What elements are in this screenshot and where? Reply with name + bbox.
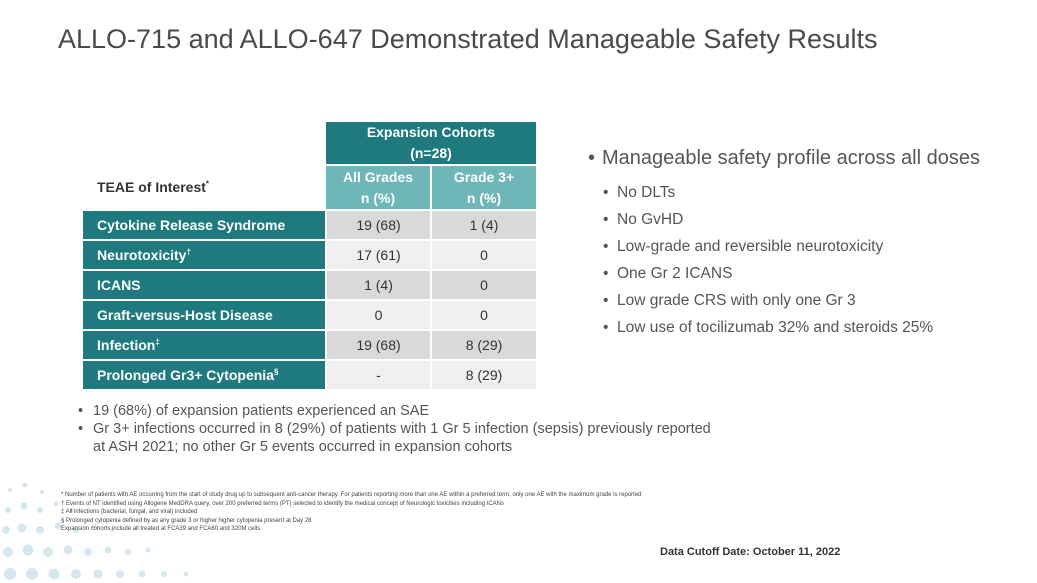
row-marker: †	[186, 247, 191, 257]
bullet-glyph: •	[78, 421, 84, 437]
list-item: • Low grade CRS with only one Gr 3	[588, 287, 1008, 314]
row-label-neurotoxicity: Neurotoxicity†	[83, 239, 326, 270]
all-grades-header-line2: n (%)	[360, 189, 396, 206]
data-cutoff-date: Data Cutoff Date: October 11, 2022	[660, 546, 841, 558]
cell-all-grades: 17 (61)	[325, 239, 431, 270]
cell-grade3: 8 (29)	[430, 359, 536, 389]
bullet-glyph: •	[603, 238, 609, 255]
grade3-header-line1: Grade 3+	[453, 168, 515, 185]
bullet-glyph: •	[78, 403, 84, 419]
bullet-glyph: •	[603, 211, 609, 228]
cell-all-grades: -	[325, 359, 431, 389]
cell-grade3: 8 (29)	[430, 329, 536, 360]
cell-grade3: 0	[430, 299, 536, 330]
row-label-text: Infection	[97, 337, 156, 353]
list-item: • Low-grade and reversible neurotoxicity	[588, 233, 1008, 260]
bullet-glyph: •	[603, 184, 609, 201]
list-item-text: One Gr 2 ICANS	[617, 265, 733, 282]
expansion-cohorts-header: Expansion Cohorts (n=28)	[326, 122, 536, 166]
list-item: • Low use of tocilizumab 32% and steroids…	[588, 314, 1008, 341]
row-label-infection: Infection‡	[83, 329, 326, 360]
bullet-glyph: •	[588, 147, 596, 169]
slide-title: ALLO-715 and ALLO-647 Demonstrated Manag…	[58, 24, 878, 54]
cell-grade3: 0	[430, 239, 536, 270]
footnote: § Prolonged cytopenia defined by as any …	[61, 517, 312, 524]
table-row: Cytokine Release Syndrome 19 (68) 1 (4)	[83, 209, 536, 240]
table-header-row-1: Expansion Cohorts (n=28)	[83, 122, 536, 166]
blank-header-cell	[83, 122, 326, 165]
list-item: • No DLTs	[588, 179, 1008, 206]
bullet-glyph: •	[603, 265, 609, 282]
cell-all-grades: 19 (68)	[325, 329, 431, 360]
footnote: Expansion cohorts include all treated at…	[61, 526, 262, 533]
cell-all-grades: 19 (68)	[325, 209, 431, 240]
sub-bullet-list: • No DLTs • No GvHD • Low-grade and reversi…	[588, 179, 1008, 341]
bottom-bullet-list: • 19 (68%) of expansion patients experien…	[78, 402, 718, 456]
cell-all-grades: 1 (4)	[325, 269, 431, 300]
table-header-row-2: TEAE of Interest* All Grades n (%) Grade…	[83, 165, 536, 210]
row-marker: ‡	[155, 337, 160, 347]
row-label-gvhd: Graft-versus-Host Disease	[83, 299, 326, 330]
list-item: • One Gr 2 ICANS	[588, 260, 1008, 287]
cell-grade3: 0	[430, 269, 536, 300]
list-item-text: 19 (68%) of expansion patients experienc…	[93, 403, 430, 419]
bullet-glyph: •	[603, 319, 609, 336]
row-label-text: Cytokine Release Syndrome	[97, 217, 286, 233]
footnotes: * Number of patients with AE occurring f…	[61, 491, 821, 534]
row-label-crs: Cytokine Release Syndrome	[83, 209, 326, 240]
cell-grade3: 1 (4)	[430, 209, 536, 240]
teae-header-label: TEAE of Interest	[97, 179, 206, 195]
right-bullet-list: • Manageable safety profile across all d…	[588, 145, 1008, 341]
bullet-glyph: •	[603, 292, 609, 309]
safety-table: Expansion Cohorts (n=28) TEAE of Interes…	[83, 122, 536, 389]
main-bullet: • Manageable safety profile across all d…	[588, 145, 1008, 171]
table-row: Prolonged Gr3+ Cytopenia§ - 8 (29)	[83, 359, 536, 389]
row-label-icans: ICANS	[83, 269, 326, 300]
table-row: Graft-versus-Host Disease 0 0	[83, 299, 536, 330]
all-grades-header: All Grades n (%)	[326, 165, 431, 210]
table-row: Neurotoxicity† 17 (61) 0	[83, 239, 536, 270]
table-row: Infection‡ 19 (68) 8 (29)	[83, 329, 536, 360]
main-bullet-text: Manageable safety profile across all dos…	[602, 147, 980, 169]
cell-all-grades: 0	[325, 299, 431, 330]
list-item: • No GvHD	[588, 206, 1008, 233]
list-item-text: Gr 3+ infections occurred in 8 (29%) of …	[93, 421, 711, 455]
teae-header: TEAE of Interest*	[83, 165, 326, 210]
row-label-text: ICANS	[97, 277, 141, 293]
row-marker: §	[273, 367, 279, 377]
footnote: * Number of patients with AE occurring f…	[61, 492, 642, 498]
row-label-text: Prolonged Gr3+ Cytopenia	[97, 367, 274, 383]
list-item-text: Low-grade and reversible neurotoxicity	[617, 238, 884, 255]
list-item-text: Low use of tocilizumab 32% and steroids …	[617, 319, 934, 336]
row-label-cytopenia: Prolonged Gr3+ Cytopenia§	[83, 359, 326, 389]
row-label-text: Graft-versus-Host Disease	[97, 307, 273, 323]
teae-header-marker: *	[205, 179, 210, 189]
decorative-dot-pattern	[2, 482, 189, 580]
table-row: ICANS 1 (4) 0	[83, 269, 536, 300]
list-item-text: No GvHD	[617, 211, 684, 228]
grade3-header-line2: n (%)	[466, 189, 502, 206]
footnote: † Events of NT identified using Allogene…	[61, 500, 504, 507]
all-grades-header-line1: All Grades	[342, 168, 414, 185]
list-item: • Gr 3+ infections occurred in 8 (29%) of…	[78, 420, 718, 456]
list-item-text: No DLTs	[617, 184, 676, 201]
list-item-text: Low grade CRS with only one Gr 3	[617, 292, 856, 309]
grade3-header: Grade 3+ n (%)	[430, 165, 536, 210]
expansion-header-line1: Expansion Cohorts	[366, 124, 496, 140]
expansion-header-line2: (n=28)	[410, 145, 452, 161]
footnote: ‡ All infections (bacterial, fungal, and…	[61, 509, 198, 516]
row-label-text: Neurotoxicity	[97, 247, 187, 263]
list-item: • 19 (68%) of expansion patients experien…	[78, 402, 718, 420]
